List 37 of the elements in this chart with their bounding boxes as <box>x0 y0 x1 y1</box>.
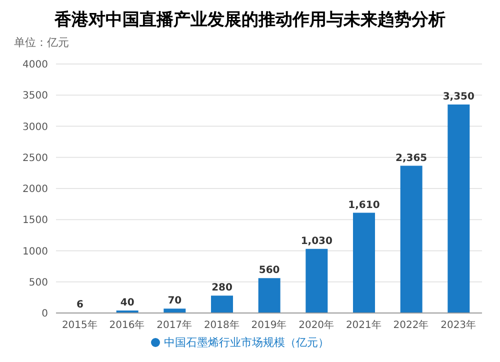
x-tick-label: 2018年 <box>204 319 240 332</box>
bar <box>211 296 233 313</box>
y-tick-label: 0 <box>42 308 48 320</box>
y-tick-label: 4000 <box>22 60 48 71</box>
bar <box>400 166 422 313</box>
y-tick-label: 2500 <box>22 152 48 164</box>
y-tick-label: 1000 <box>22 246 48 258</box>
x-tick-label: 2020年 <box>298 319 334 332</box>
x-tick-label: 2017年 <box>156 319 192 332</box>
data-label: 1,610 <box>348 200 380 211</box>
x-tick-label: 2023年 <box>440 319 476 332</box>
legend-label: 中国石墨烯行业市场规模（亿元） <box>164 336 329 349</box>
x-tick-label: 2022年 <box>393 319 429 332</box>
bar <box>258 278 280 313</box>
data-label: 1,030 <box>300 236 333 247</box>
x-tick-label: 2016年 <box>109 319 145 332</box>
y-axis-title: 单位：亿元 <box>14 35 70 50</box>
x-tick-label: 2015年 <box>62 319 98 332</box>
x-tick-label: 2019年 <box>251 319 287 332</box>
bar <box>306 248 328 313</box>
data-label: 3,350 <box>442 91 475 102</box>
data-label: 70 <box>168 296 182 307</box>
chart-title: 香港对中国直播产业发展的推动作用与未来趋势分析 <box>54 9 446 31</box>
y-tick-label: 2000 <box>22 184 48 196</box>
y-tick-label: 3500 <box>22 90 48 102</box>
y-tick-label: 500 <box>28 277 48 288</box>
data-label: 280 <box>212 282 232 294</box>
data-label: 560 <box>258 265 280 276</box>
x-tick-label: 2021年 <box>346 319 382 332</box>
bar <box>448 104 470 313</box>
data-label: 6 <box>76 300 84 311</box>
y-tick-label: 3000 <box>22 122 48 133</box>
data-label: 2,365 <box>396 152 428 164</box>
data-label: 40 <box>120 298 134 309</box>
bar <box>164 308 186 313</box>
bar <box>353 212 375 313</box>
y-tick-label: 1500 <box>22 215 48 226</box>
